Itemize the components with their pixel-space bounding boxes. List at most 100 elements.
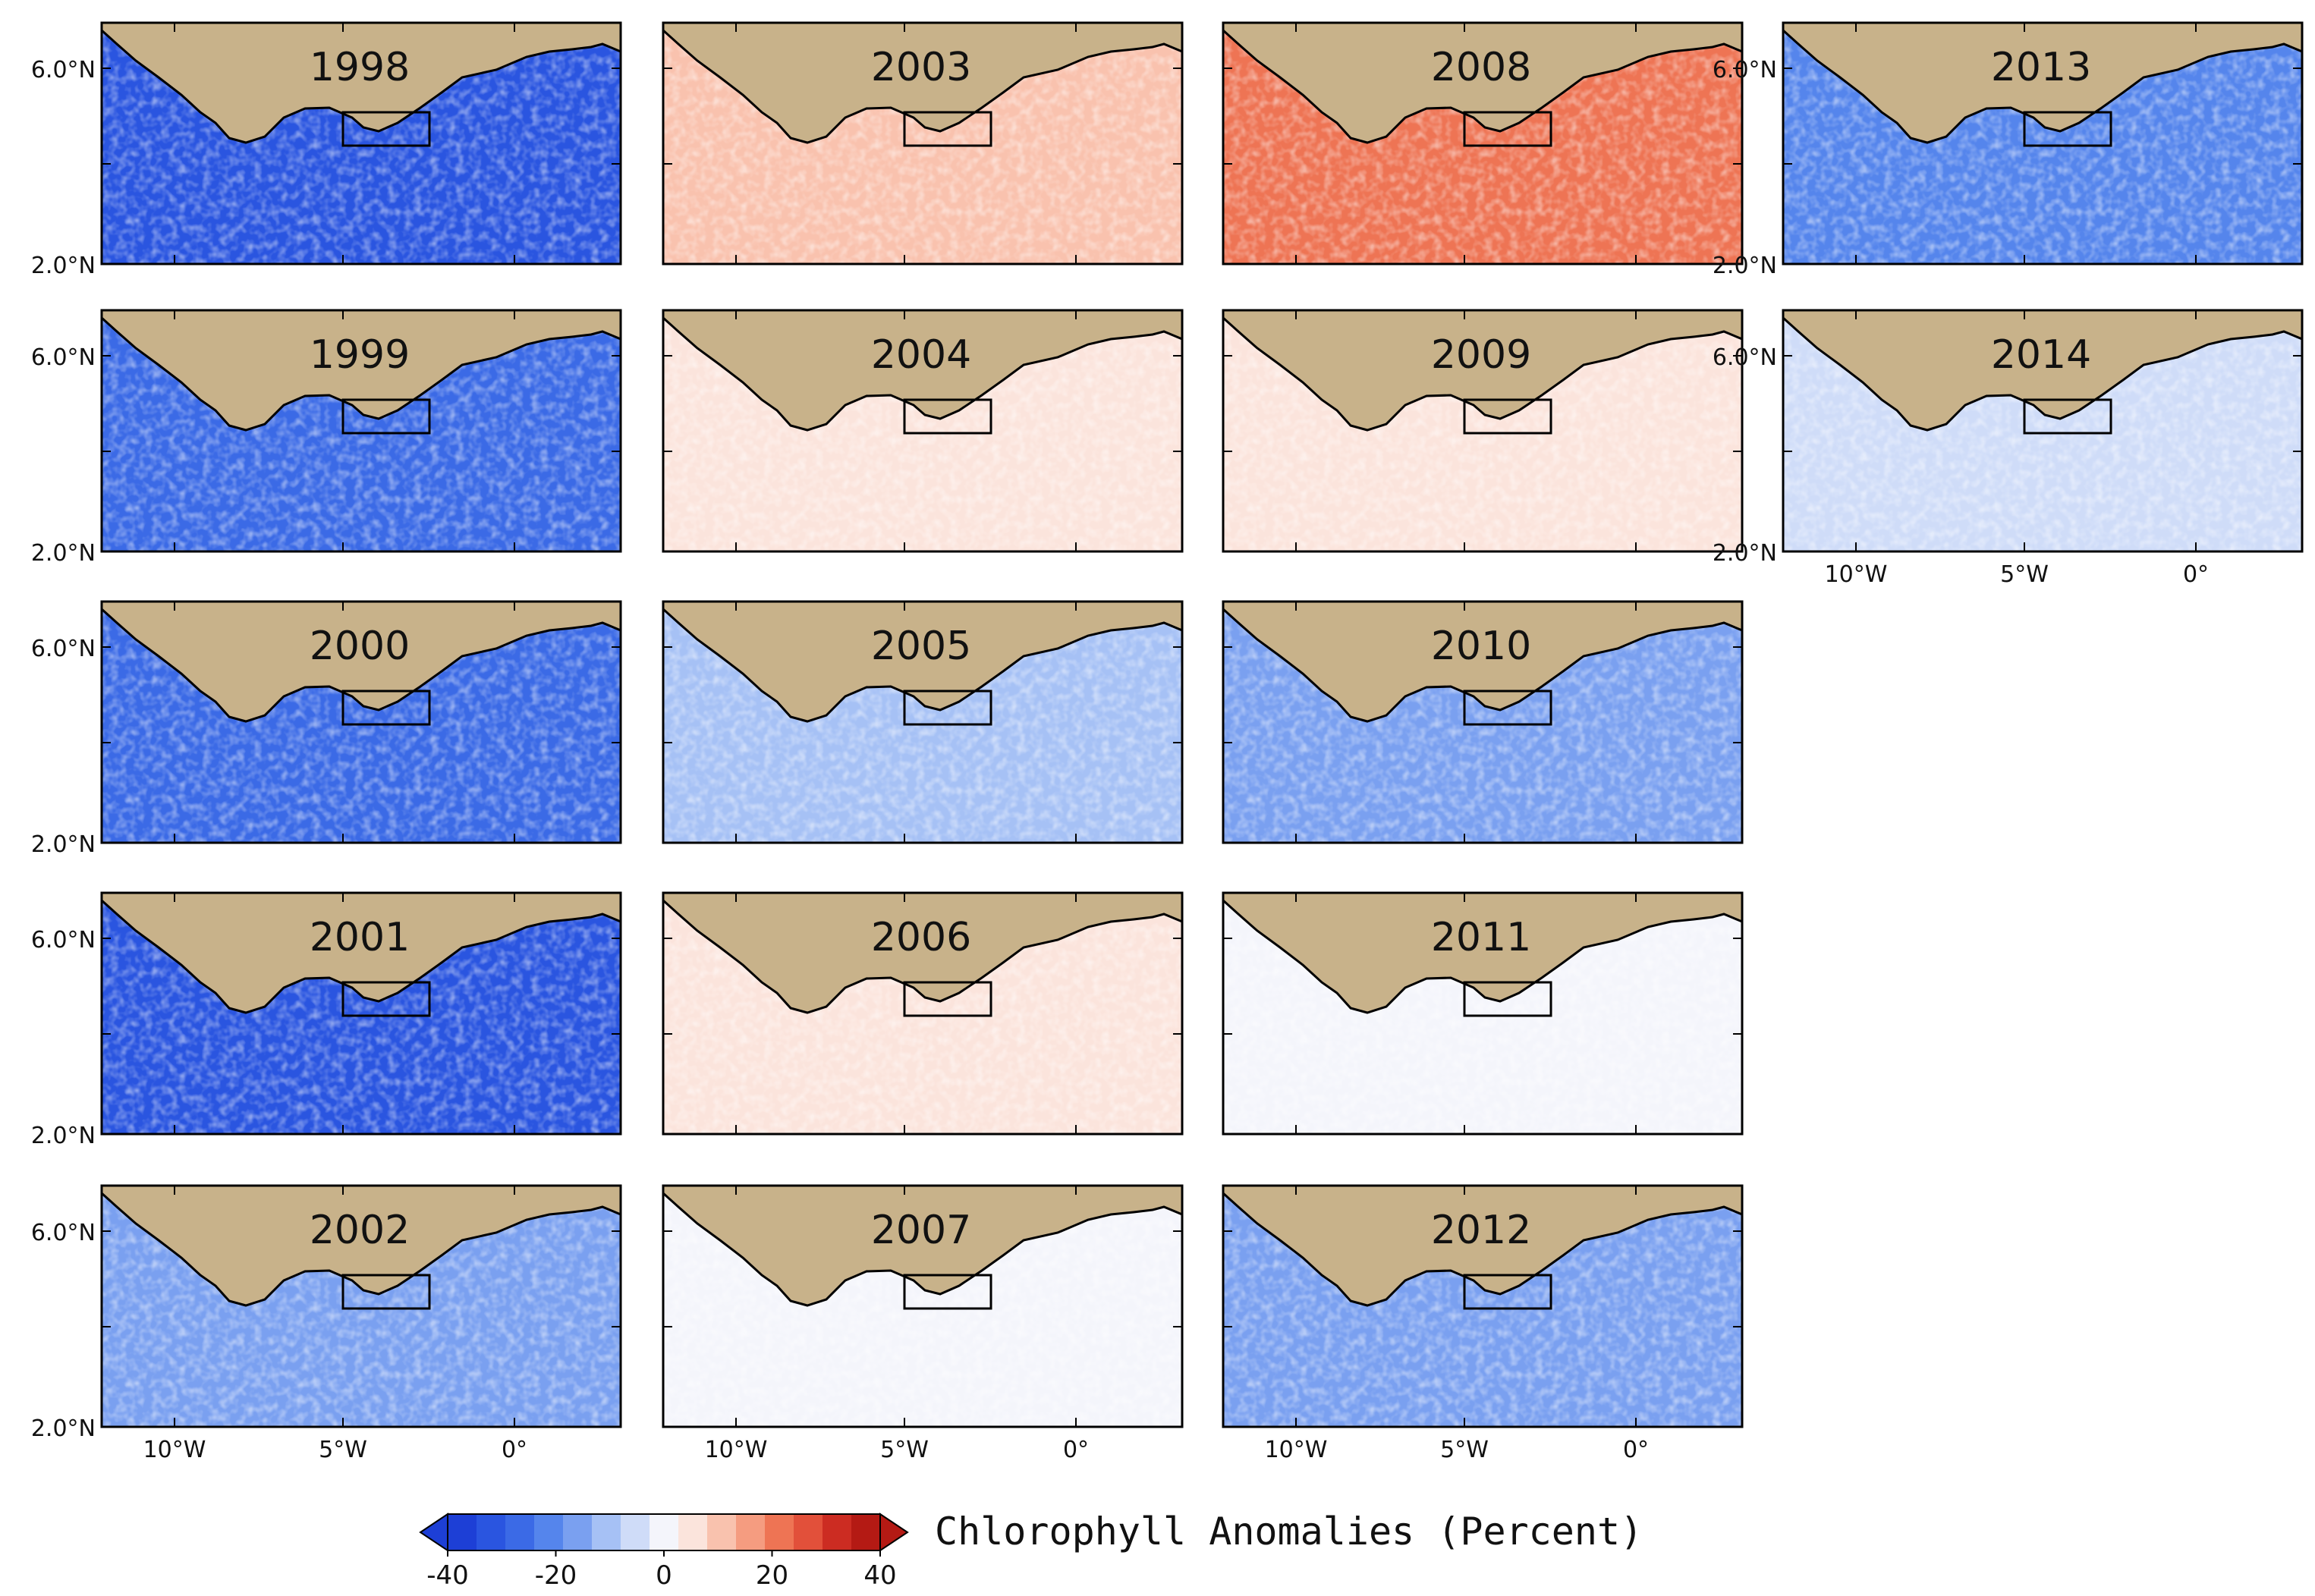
study-area-box bbox=[903, 111, 992, 147]
x-tick-label: 0° bbox=[1623, 1437, 1649, 1463]
study-area-box bbox=[1463, 690, 1552, 726]
y-tick-label: 6.0°N bbox=[1713, 57, 1777, 83]
colorbar-segment bbox=[823, 1514, 852, 1550]
study-area-box bbox=[903, 398, 992, 435]
panel-year-label: 2011 bbox=[1431, 915, 1531, 960]
land-mass bbox=[1223, 893, 1742, 1013]
panel-year-label: 2006 bbox=[871, 915, 971, 960]
colorbar-max-arrow bbox=[879, 1513, 909, 1552]
map-panel-2003: 2003 bbox=[662, 21, 1184, 265]
colorbar-title: Chlorophyll Anomalies (Percent) bbox=[935, 1510, 1643, 1554]
coastline bbox=[100, 316, 621, 432]
panel-year-label: 2010 bbox=[1431, 624, 1531, 669]
panel-year-label: 2003 bbox=[871, 45, 971, 90]
land-mass bbox=[1223, 23, 1742, 143]
coastline bbox=[1222, 316, 1743, 432]
map-panel-2002: 2002 6.0°N 2.0°N 10°W 5°W 0° bbox=[31, 1184, 622, 1463]
panel-year-label: 2001 bbox=[310, 915, 410, 960]
land-mass bbox=[663, 1186, 1182, 1305]
study-area-box bbox=[903, 690, 992, 726]
x-tick-label: 10°W bbox=[1825, 561, 1888, 588]
map-panel-2013: 2013 6.0°N 2.0°N bbox=[1713, 21, 2304, 279]
map-panel-2011: 2011 bbox=[1222, 891, 1744, 1136]
colorbar-segment bbox=[621, 1514, 650, 1550]
colorbar-tick-label: 0 bbox=[656, 1560, 672, 1591]
panel-frame bbox=[662, 1184, 1184, 1428]
y-tick-label: 6.0°N bbox=[31, 57, 96, 83]
study-area-box bbox=[903, 1274, 992, 1310]
panel-frame bbox=[100, 21, 622, 265]
map-panel-2012: 2012 10°W 5°W 0° bbox=[1222, 1184, 1744, 1463]
panel-frame bbox=[1222, 1184, 1744, 1428]
panel-frame bbox=[1222, 21, 1744, 265]
land-mass bbox=[102, 602, 621, 721]
study-area-box bbox=[341, 111, 431, 147]
colorbar-segment bbox=[765, 1514, 794, 1550]
y-tick-label: 6.0°N bbox=[31, 927, 96, 954]
colorbar-segment bbox=[851, 1514, 881, 1550]
panel-frame bbox=[100, 600, 622, 844]
study-area-box bbox=[903, 981, 992, 1017]
colorbar-segment bbox=[477, 1514, 506, 1550]
x-tick-label: 10°W bbox=[143, 1437, 206, 1463]
map-panel-2001: 2001 6.0°N 2.0°N bbox=[31, 891, 622, 1149]
y-tick-label: 6.0°N bbox=[31, 1220, 96, 1246]
colorbar-segment bbox=[736, 1514, 766, 1550]
colorbar-tick-label: -40 bbox=[426, 1560, 469, 1591]
y-tick-label: 2.0°N bbox=[31, 1415, 96, 1442]
panel-frame bbox=[1222, 891, 1744, 1136]
panel-year-label: 1999 bbox=[310, 332, 410, 378]
study-area-box bbox=[1463, 111, 1552, 147]
coastline bbox=[100, 608, 621, 723]
colorbar-segment bbox=[794, 1514, 823, 1550]
colorbar-segment bbox=[563, 1514, 593, 1550]
land-mass bbox=[102, 1186, 621, 1305]
x-tick-label: 0° bbox=[1063, 1437, 1089, 1463]
coastline bbox=[662, 316, 1183, 432]
land-mass bbox=[1783, 310, 2302, 430]
study-area-box bbox=[2023, 111, 2112, 147]
y-tick-label: 6.0°N bbox=[1713, 344, 1777, 371]
panel-frame bbox=[100, 891, 622, 1136]
study-area-box bbox=[341, 690, 431, 726]
study-area-box bbox=[341, 398, 431, 435]
y-tick-label: 2.0°N bbox=[31, 831, 96, 858]
map-panel-2006: 2006 bbox=[662, 891, 1184, 1136]
y-tick-label: 2.0°N bbox=[1713, 540, 1777, 567]
colorbar-tick-label: -20 bbox=[535, 1560, 577, 1591]
study-area-box bbox=[1463, 398, 1552, 435]
map-panel-1998: 1998 6.0°N 2.0°N bbox=[31, 21, 622, 279]
coastline bbox=[662, 608, 1183, 723]
coastline bbox=[100, 29, 621, 144]
map-panel-2014: 2014 6.0°N 2.0°N 10°W 5°W 0° bbox=[1713, 309, 2304, 588]
panel-year-label: 2009 bbox=[1431, 332, 1531, 378]
y-tick-label: 2.0°N bbox=[31, 1123, 96, 1149]
map-panel-2010: 2010 bbox=[1222, 600, 1744, 844]
colorbar-segment bbox=[505, 1514, 535, 1550]
land-mass bbox=[663, 23, 1182, 143]
colorbar: -40 -20 0 20 40 Chlorophyll Anomalies (Percen… bbox=[419, 1510, 1643, 1591]
y-tick-label: 2.0°N bbox=[31, 253, 96, 279]
x-tick-label: 0° bbox=[502, 1437, 527, 1463]
coastline bbox=[100, 899, 621, 1014]
study-area-box bbox=[1463, 981, 1552, 1017]
coastline bbox=[1782, 316, 2303, 432]
coastline bbox=[100, 1192, 621, 1307]
colorbar-segment bbox=[448, 1514, 477, 1550]
coastline bbox=[662, 899, 1183, 1014]
panel-frame bbox=[662, 21, 1184, 265]
panel-year-label: 2004 bbox=[871, 332, 971, 378]
panel-year-label: 2012 bbox=[1431, 1208, 1531, 1253]
colorbar-tick-label: 20 bbox=[756, 1560, 788, 1591]
y-tick-label: 6.0°N bbox=[31, 344, 96, 371]
study-area-box bbox=[341, 981, 431, 1017]
y-tick-label: 6.0°N bbox=[31, 636, 96, 662]
map-panel-2004: 2004 bbox=[662, 309, 1184, 553]
panel-year-label: 2014 bbox=[1991, 332, 2091, 378]
study-area-box bbox=[341, 1274, 431, 1310]
land-mass bbox=[102, 23, 621, 143]
land-mass bbox=[102, 893, 621, 1013]
colorbar-segment bbox=[707, 1514, 737, 1550]
panel-frame bbox=[1782, 21, 2304, 265]
